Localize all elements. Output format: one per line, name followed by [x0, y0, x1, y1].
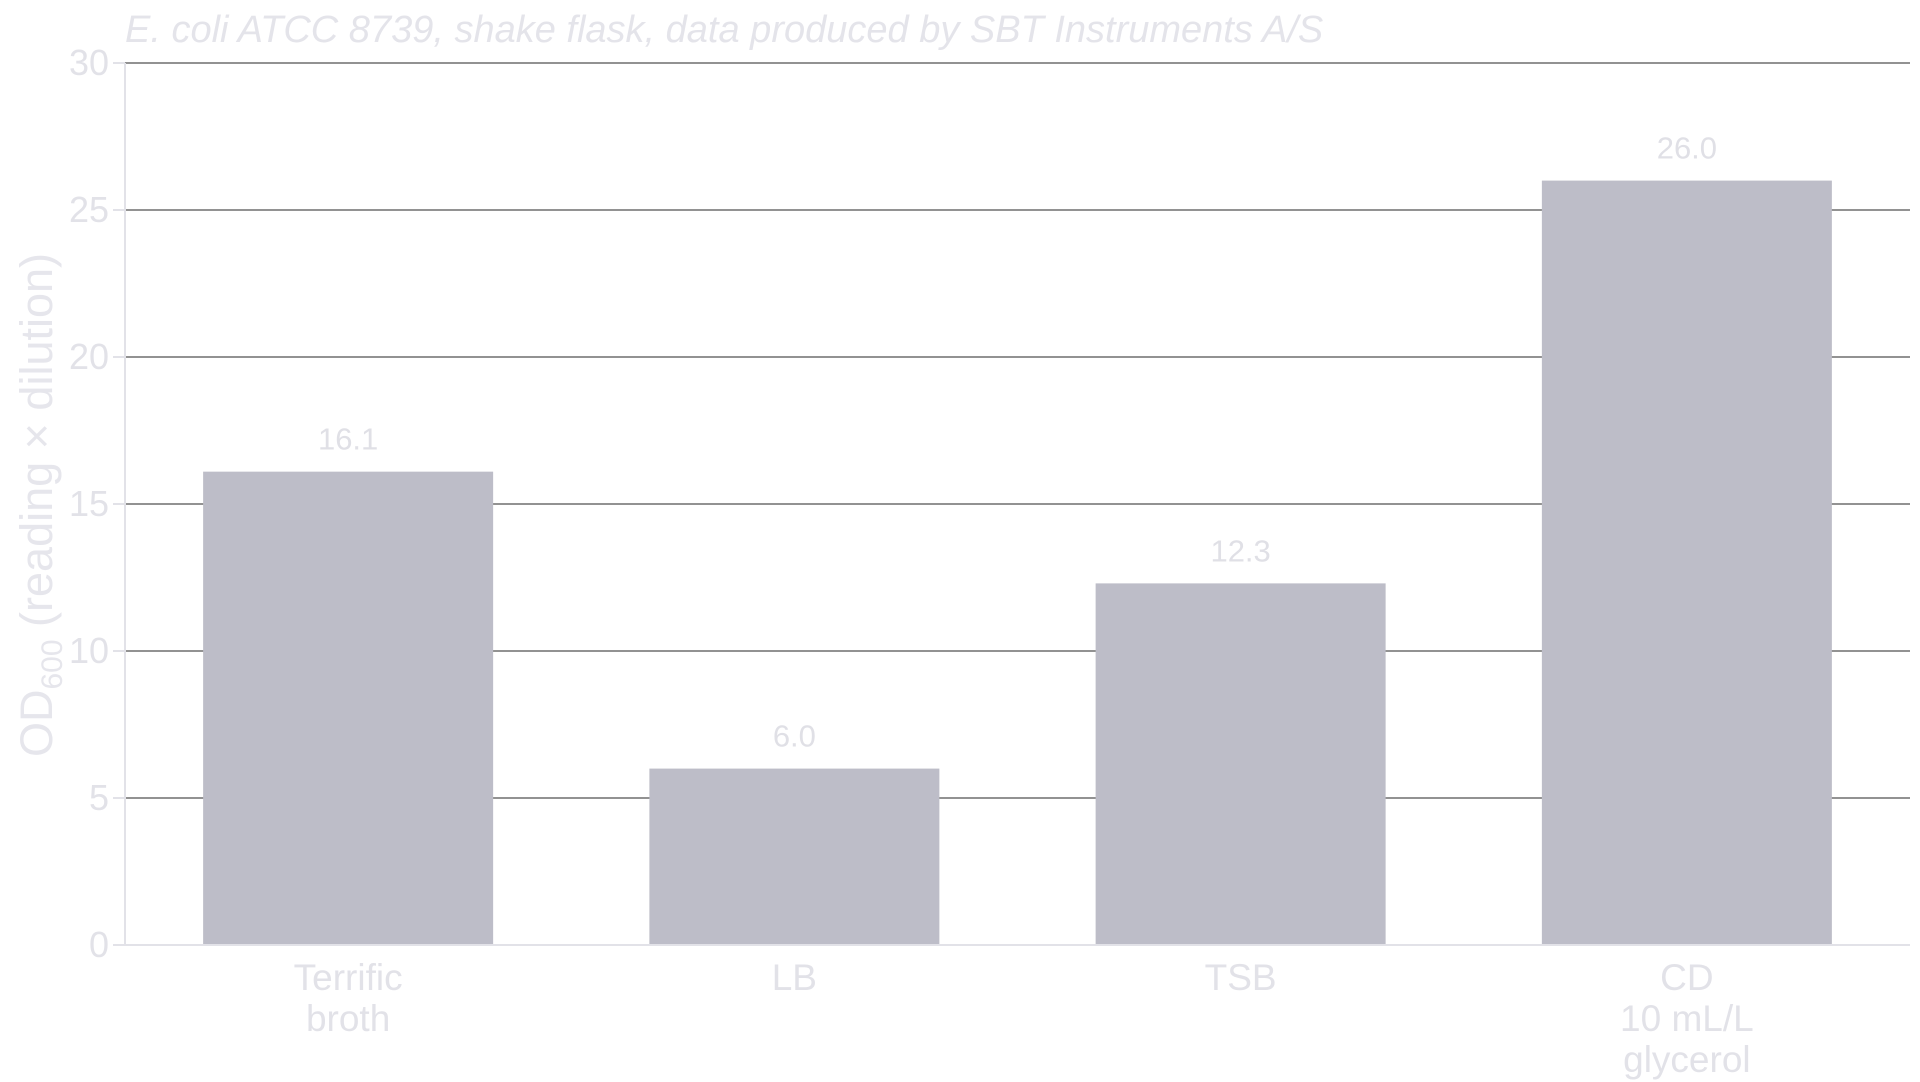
bar [1541, 180, 1832, 946]
x-tick-label: TSB [1205, 957, 1277, 998]
data-label: 26.0 [1657, 131, 1717, 166]
y-tick-label: 0 [89, 924, 109, 965]
data-label: 16.1 [318, 422, 378, 457]
data-label: 12.3 [1210, 533, 1270, 568]
y-tick-label: 20 [69, 336, 109, 377]
y-axis-label: OD600 (reading × dilution) [11, 253, 69, 757]
chart-subtitle: E. coli ATCC 8739, shake flask, data pro… [125, 9, 1323, 51]
data-label: 6.0 [773, 719, 816, 754]
y-tick-label: 30 [69, 42, 109, 83]
x-tick-label: CD 10 mL/L glycerol [1620, 957, 1754, 1080]
x-tick-labels: Terrific broth LB TSB CD 10 mL/L glycerol [294, 957, 1754, 1080]
axes [113, 62, 1910, 946]
bar [649, 768, 940, 945]
y-tick-labels: 0 5 10 15 20 25 30 [69, 42, 109, 965]
y-tick-label: 25 [69, 189, 109, 230]
y-tick-label: 10 [69, 630, 109, 671]
x-tick-label: LB [772, 957, 817, 998]
y-tick-label: 15 [69, 483, 109, 524]
y-tick-label: 5 [89, 777, 109, 818]
x-tick-label: Terrific broth [294, 957, 403, 1039]
bar [1095, 583, 1386, 945]
bars [203, 180, 1832, 946]
data-labels: 16.1 6.0 12.3 26.0 [318, 131, 1717, 754]
bar [203, 471, 494, 945]
